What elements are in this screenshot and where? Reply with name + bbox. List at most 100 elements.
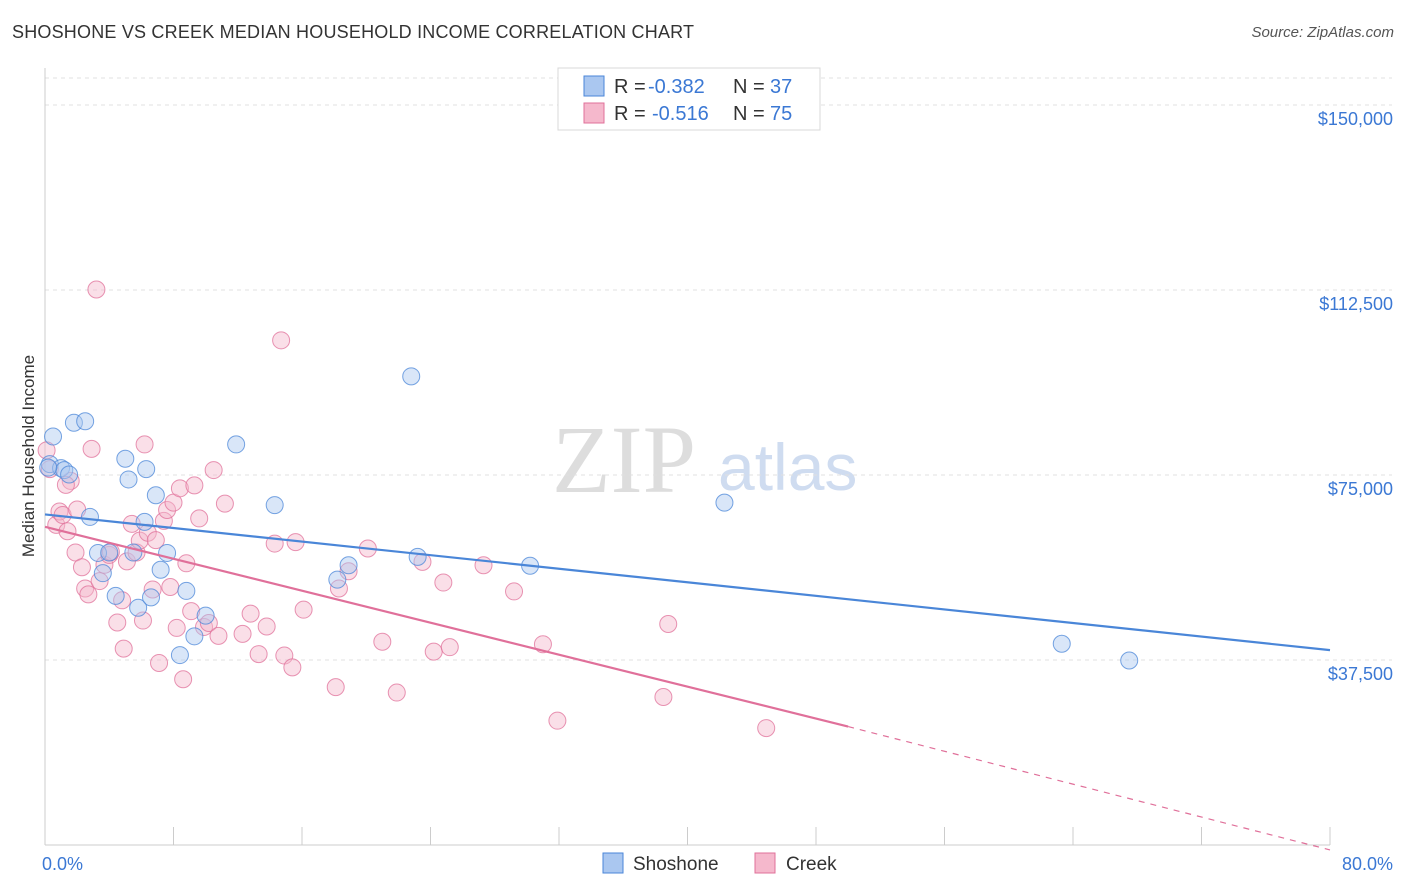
shoshone-series-swatch bbox=[602, 852, 624, 874]
x-tick-label-max: 80.0% bbox=[1342, 854, 1393, 874]
shoshone-point-19 bbox=[146, 486, 165, 505]
creek-series-label: Creek bbox=[786, 854, 837, 875]
creek-n-label: N = bbox=[733, 103, 765, 125]
creek-point-46 bbox=[233, 624, 252, 643]
creek-point-44 bbox=[209, 626, 228, 645]
y-gridlines bbox=[45, 77, 1392, 661]
creek-point-48 bbox=[249, 645, 268, 664]
x-axis-ticks bbox=[44, 827, 1331, 845]
creek-point-17 bbox=[108, 613, 127, 632]
creek-point-29 bbox=[150, 653, 169, 672]
shoshone-point-7 bbox=[80, 507, 99, 526]
creek-point-38 bbox=[182, 602, 201, 621]
shoshone-point-31 bbox=[408, 547, 427, 566]
creek-point-55 bbox=[294, 600, 313, 619]
shoshone-legend-swatch bbox=[583, 75, 605, 97]
creek-point-64 bbox=[434, 573, 453, 592]
y-tick-labels: $37,500 $75,000 $112,500 $150,000 bbox=[1318, 109, 1393, 684]
creek-point-43 bbox=[204, 461, 223, 480]
creek-point-25 bbox=[135, 435, 154, 454]
shoshone-point-13 bbox=[119, 470, 138, 489]
y-tick-label-3: $150,000 bbox=[1318, 109, 1393, 129]
creek-point-11 bbox=[79, 585, 98, 604]
shoshone-point-36 bbox=[39, 458, 58, 477]
shoshone-point-16 bbox=[135, 512, 154, 531]
creek-point-68 bbox=[533, 635, 552, 654]
creek-point-28 bbox=[146, 531, 165, 550]
shoshone-point-33 bbox=[715, 493, 734, 512]
creek-point-74 bbox=[56, 475, 75, 494]
creek-point-45 bbox=[215, 494, 234, 513]
creek-trend-line bbox=[44, 525, 849, 728]
shoshone-point-24 bbox=[185, 627, 204, 646]
creek-point-49 bbox=[257, 617, 276, 636]
creek-point-61 bbox=[387, 683, 406, 702]
creek-point-53 bbox=[283, 658, 302, 677]
shoshone-series-label: Shoshone bbox=[633, 854, 719, 875]
shoshone-point-6 bbox=[76, 412, 95, 431]
watermark-zip: ZIP bbox=[552, 406, 696, 513]
shoshone-point-30 bbox=[402, 367, 421, 386]
creek-n-value: 75 bbox=[770, 103, 792, 125]
creek-series-swatch bbox=[754, 852, 776, 874]
creek-point-30 bbox=[154, 511, 173, 530]
shoshone-n-value: 37 bbox=[770, 76, 792, 98]
shoshone-n-label: N = bbox=[733, 76, 765, 98]
stats-legend: R = -0.382 N = 37 R = -0.516 N = 75 bbox=[557, 67, 821, 131]
y-tick-label-1: $75,000 bbox=[1328, 479, 1393, 499]
creek-point-69 bbox=[548, 711, 567, 730]
x-tick-label-min: 0.0% bbox=[42, 854, 83, 874]
chart-source: Source: ZipAtlas.com bbox=[1251, 24, 1394, 41]
shoshone-point-22 bbox=[170, 646, 189, 665]
creek-point-36 bbox=[174, 670, 193, 689]
creek-point-72 bbox=[757, 719, 776, 738]
chart-title: SHOSHONE VS CREEK MEDIAN HOUSEHOLD INCOM… bbox=[12, 22, 695, 42]
creek-point-19 bbox=[114, 639, 133, 658]
creek-trend-extension bbox=[847, 726, 1331, 851]
shoshone-point-10 bbox=[100, 543, 119, 562]
shoshone-point-9 bbox=[93, 564, 112, 583]
creek-point-12 bbox=[82, 439, 101, 458]
shoshone-point-20 bbox=[151, 560, 170, 579]
shoshone-point-15 bbox=[129, 598, 148, 617]
y-tick-label-0: $37,500 bbox=[1328, 664, 1393, 684]
shoshone-point-25 bbox=[196, 606, 215, 625]
shoshone-point-27 bbox=[265, 496, 284, 515]
watermark: ZIP atlas bbox=[552, 406, 857, 513]
series-legend: Shoshone Creek bbox=[602, 852, 837, 875]
creek-point-60 bbox=[373, 632, 392, 651]
shoshone-point-11 bbox=[106, 586, 125, 605]
creek-point-73 bbox=[87, 280, 106, 299]
creek-point-39 bbox=[185, 476, 204, 495]
y-axis-label: Median Household Income bbox=[19, 355, 38, 557]
shoshone-trend-line bbox=[44, 513, 1331, 652]
shoshone-point-35 bbox=[1120, 651, 1139, 670]
creek-r-label: R = bbox=[614, 103, 646, 125]
creek-point-35 bbox=[170, 479, 189, 498]
creek-point-71 bbox=[659, 614, 678, 633]
creek-point-67 bbox=[505, 582, 524, 601]
shoshone-point-28 bbox=[328, 570, 347, 589]
creek-points bbox=[37, 280, 776, 738]
creek-r-value: -0.516 bbox=[652, 103, 709, 125]
creek-point-32 bbox=[161, 577, 180, 596]
creek-point-57 bbox=[329, 579, 348, 598]
shoshone-point-34 bbox=[1052, 634, 1071, 653]
creek-point-10 bbox=[76, 579, 95, 598]
creek-legend-swatch bbox=[583, 102, 605, 124]
creek-point-34 bbox=[167, 618, 186, 637]
shoshone-r-value: -0.382 bbox=[648, 76, 705, 98]
shoshone-point-18 bbox=[142, 588, 161, 607]
shoshone-r-label: R = bbox=[614, 76, 646, 98]
watermark-atlas: atlas bbox=[718, 430, 857, 504]
shoshone-point-1 bbox=[44, 427, 63, 446]
creek-point-56 bbox=[326, 678, 345, 697]
shoshone-point-5 bbox=[64, 413, 83, 432]
creek-point-31 bbox=[158, 501, 177, 520]
shoshone-point-29 bbox=[339, 556, 358, 575]
creek-point-51 bbox=[272, 331, 291, 350]
creek-point-65 bbox=[440, 638, 459, 657]
creek-point-40 bbox=[190, 509, 209, 528]
trend-lines bbox=[44, 513, 1331, 851]
